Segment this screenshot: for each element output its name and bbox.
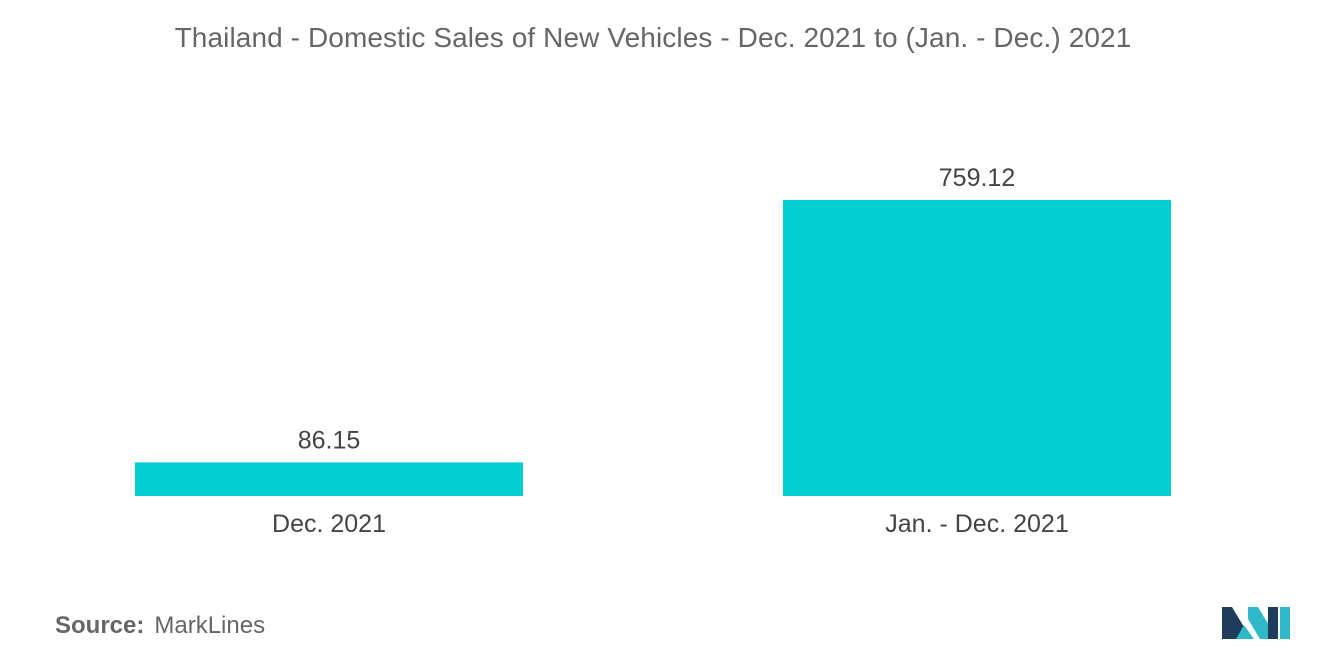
source-note: Source: MarkLines (55, 612, 265, 640)
source-value: MarkLines (154, 612, 266, 639)
category-label: Dec. 2021 (272, 510, 386, 538)
bar-value-label: 86.15 (298, 426, 361, 454)
mordor-intelligence-logo-icon (1222, 607, 1290, 639)
category-label: Jan. - Dec. 2021 (885, 510, 1068, 538)
bar-1 (135, 462, 523, 496)
bar-value-label: 759.12 (939, 164, 1015, 192)
chart-title: Thailand - Domestic Sales of New Vehicle… (174, 22, 1132, 53)
source-label: Source: (55, 612, 145, 639)
bar-2 (783, 200, 1171, 496)
